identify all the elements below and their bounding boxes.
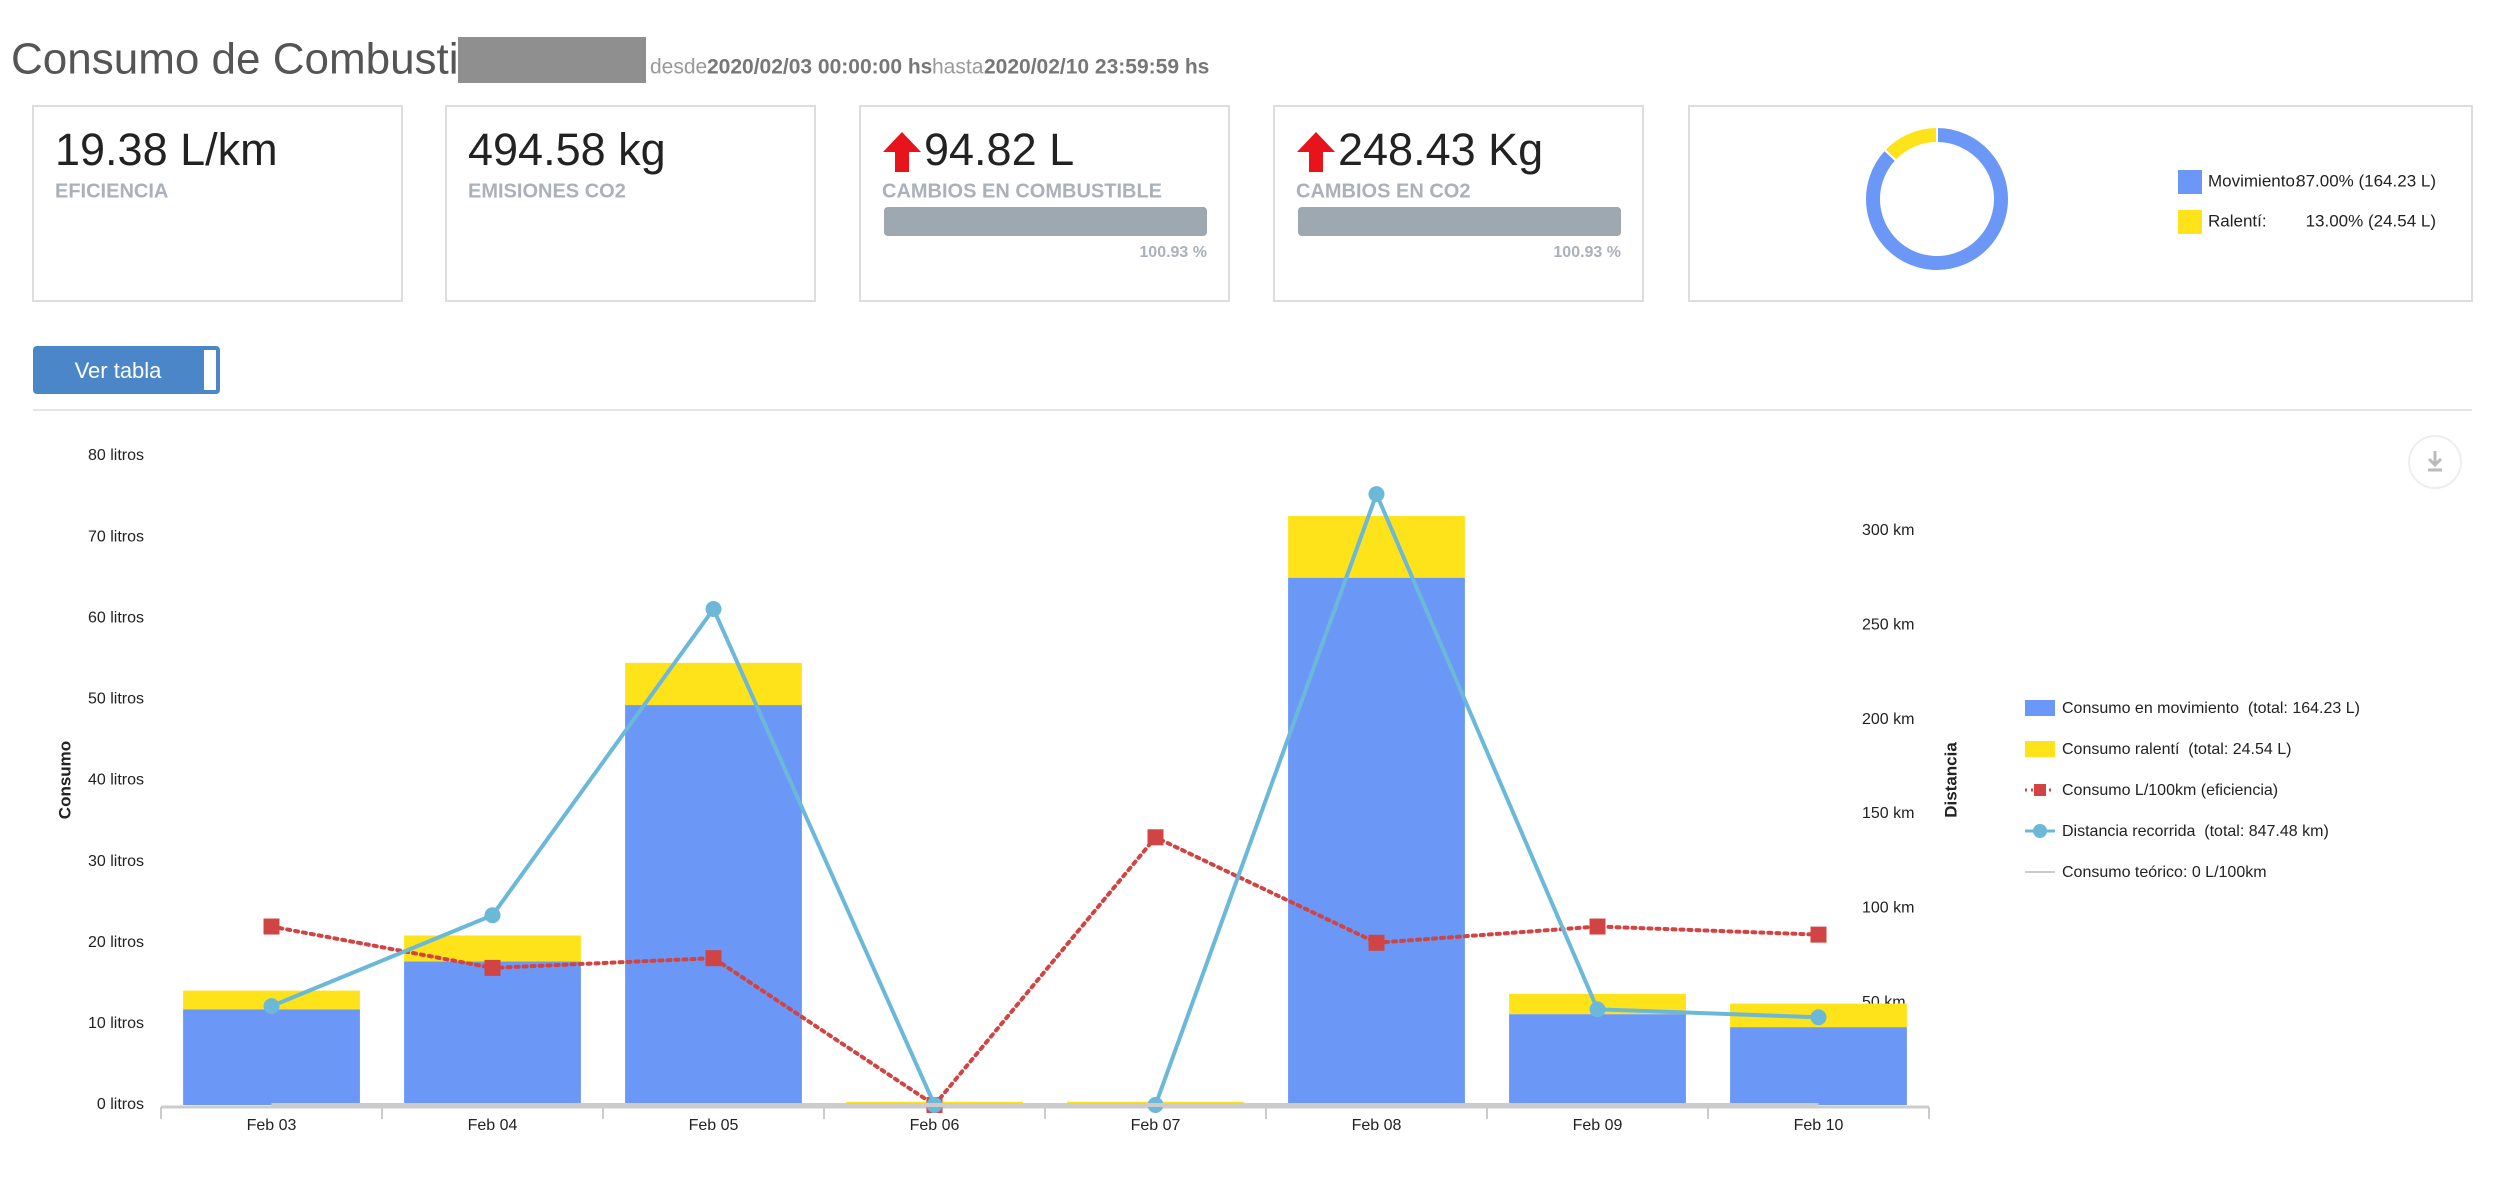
download-button[interactable] xyxy=(2408,435,2462,489)
to-date: 2020/02/10 23:59:59 hs xyxy=(984,56,1209,79)
progress-bar xyxy=(884,207,1207,236)
legend-swatch xyxy=(2178,210,2202,234)
kpi-value: 94.82 L xyxy=(924,124,1074,175)
kpi-label: CAMBIOS EN CO2 xyxy=(1296,180,1470,202)
y-axis-title: Consumo xyxy=(55,741,74,819)
kpi-value: 494.58 kg xyxy=(468,124,666,175)
progress-label: 100.93 % xyxy=(1553,244,1621,261)
x-tick-label: Feb 07 xyxy=(1131,1117,1181,1134)
y-tick-label: 10 litros xyxy=(88,1015,144,1032)
series-line xyxy=(269,834,1821,1108)
button-notch xyxy=(204,350,216,390)
line-marker xyxy=(1810,1009,1827,1026)
redacted-name xyxy=(458,37,646,83)
line-marker xyxy=(705,601,722,618)
bar-segment xyxy=(1288,516,1465,578)
line-marker xyxy=(1810,926,1827,943)
button-bg[interactable] xyxy=(33,346,220,394)
kpi-card xyxy=(1273,105,1644,302)
bar-segment xyxy=(404,961,581,1105)
legend-label: Distancia recorrida (total: 847.48 km) xyxy=(2062,823,2329,840)
x-tick-label: Feb 10 xyxy=(1794,1117,1844,1134)
line-marker xyxy=(484,907,501,924)
legend-value: 87.00% (164.23 L) xyxy=(2296,171,2436,190)
kpi-card xyxy=(445,105,816,302)
page-title: Consumo de Combustible xyxy=(11,35,517,84)
line-marker xyxy=(1589,1001,1606,1018)
donut-slice xyxy=(1883,125,1938,163)
bar-segment xyxy=(1509,1014,1686,1105)
kpi-label: EMISIONES CO2 xyxy=(468,180,626,202)
kpi-value: 248.43 Kg xyxy=(1338,124,1543,175)
donut-slice xyxy=(1864,125,2010,272)
legend-label: Consumo L/100km (eficiencia) xyxy=(2062,782,2278,799)
view-table-button[interactable]: Ver tabla xyxy=(33,346,220,394)
line-marker xyxy=(705,950,722,967)
download-icon xyxy=(2427,451,2443,472)
legend-label: Movimiento: xyxy=(2208,171,2300,190)
progress-bar xyxy=(1298,207,1621,236)
legend-marker xyxy=(2034,784,2046,796)
x-tick-label: Feb 05 xyxy=(689,1117,739,1134)
bar-segment xyxy=(625,705,802,1105)
legend-marker xyxy=(2033,824,2047,838)
bar-segment xyxy=(1288,577,1465,1105)
x-tick-label: Feb 04 xyxy=(468,1117,518,1134)
y2-tick-label: 200 km xyxy=(1862,711,1914,728)
to-label: hasta xyxy=(932,56,984,79)
line-marker xyxy=(263,998,280,1015)
line-marker xyxy=(1147,829,1164,846)
bar-segment xyxy=(183,1009,360,1105)
y-tick-label: 80 litros xyxy=(88,447,144,464)
kpi-label: EFICIENCIA xyxy=(55,180,168,202)
legend-swatch xyxy=(2178,170,2202,194)
bar-segment xyxy=(625,662,802,706)
kpi-card xyxy=(32,105,403,302)
x-tick-label: Feb 03 xyxy=(247,1117,297,1134)
y-tick-label: 70 litros xyxy=(88,528,144,545)
x-tick-label: Feb 09 xyxy=(1573,1117,1623,1134)
donut-card xyxy=(1688,105,2473,302)
legend-label: Consumo teórico: 0 L/100km xyxy=(2062,864,2267,881)
legend-swatch xyxy=(2025,741,2055,757)
y2-tick-label: 300 km xyxy=(1862,522,1914,539)
y-tick-label: 50 litros xyxy=(88,691,144,708)
y2-tick-label: 250 km xyxy=(1862,617,1914,634)
y2-tick-label: 100 km xyxy=(1862,900,1914,917)
line-marker xyxy=(1368,486,1385,503)
y-tick-label: 0 litros xyxy=(97,1096,144,1113)
y-tick-label: 60 litros xyxy=(88,609,144,626)
y2-tick-label: 150 km xyxy=(1862,805,1914,822)
bar-segment xyxy=(1730,1027,1907,1105)
legend-value: 13.00% (24.54 L) xyxy=(2306,211,2436,230)
from-date: 2020/02/03 00:00:00 hs xyxy=(707,56,932,79)
legend-label: Ralentí: xyxy=(2208,211,2267,230)
y-tick-label: 20 litros xyxy=(88,934,144,951)
button-label[interactable]: Ver tabla xyxy=(75,358,163,383)
kpi-label: CAMBIOS EN COMBUSTIBLE xyxy=(882,180,1162,202)
kpi-card xyxy=(859,105,1230,302)
y-tick-label: 30 litros xyxy=(88,853,144,870)
up-arrow-icon xyxy=(883,132,921,172)
legend-label: Consumo ralentí (total: 24.54 L) xyxy=(2062,741,2291,758)
kpi-value: 19.38 L/km xyxy=(55,124,278,175)
legend-swatch xyxy=(2025,700,2055,716)
legend-label: Consumo en movimiento (total: 164.23 L) xyxy=(2062,700,2360,717)
line-marker xyxy=(263,918,280,935)
x-tick-label: Feb 06 xyxy=(910,1117,960,1134)
from-label: desde xyxy=(650,56,707,79)
y2-axis-title: Distancia xyxy=(1941,742,1960,818)
up-arrow-icon xyxy=(1297,132,1335,172)
line-marker xyxy=(1368,934,1385,951)
line-marker xyxy=(1589,918,1606,935)
line-marker xyxy=(484,959,501,976)
y-tick-label: 40 litros xyxy=(88,772,144,789)
progress-label: 100.93 % xyxy=(1139,244,1207,261)
x-tick-label: Feb 08 xyxy=(1352,1117,1402,1134)
